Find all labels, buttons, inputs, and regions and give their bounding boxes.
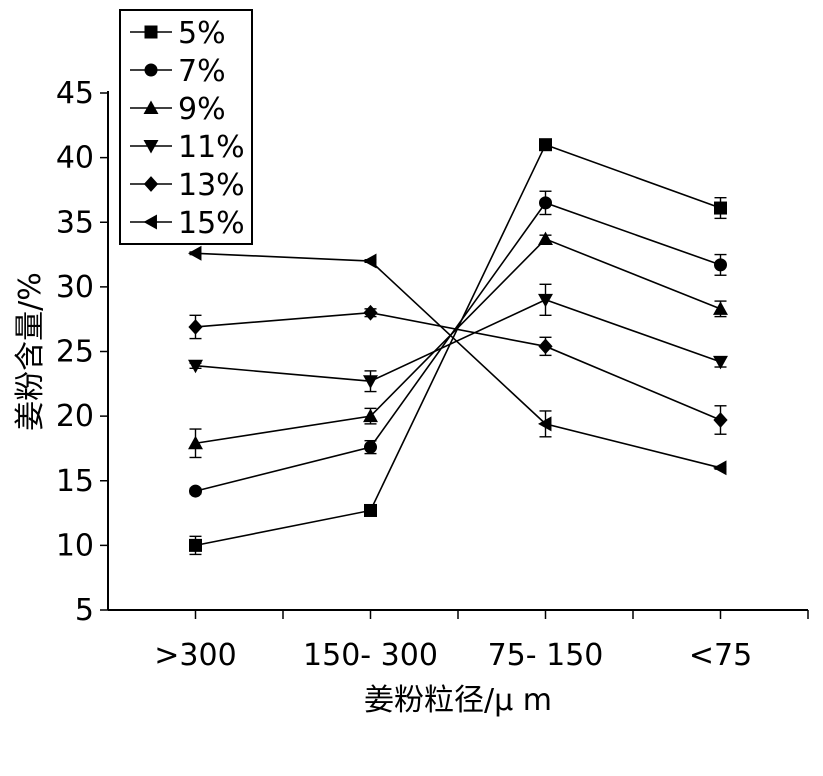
series-line xyxy=(195,201,721,492)
data-point xyxy=(364,503,377,517)
x-tick-label: <75 xyxy=(689,638,752,673)
data-point xyxy=(363,253,377,269)
series-line xyxy=(195,143,721,547)
legend-marker xyxy=(143,214,157,230)
data-point xyxy=(363,375,378,389)
x-tick-label: 150- 300 xyxy=(303,638,438,673)
data-point xyxy=(189,538,202,552)
x-ticks: >300 150- 300 75- 150 <75 xyxy=(154,610,809,673)
y-axis-label: 姜粉含量/% xyxy=(13,272,48,431)
legend-item: 7% xyxy=(130,54,226,89)
y-tick-label: 20 xyxy=(56,399,94,434)
legend-marker xyxy=(144,63,158,77)
data-point xyxy=(538,416,552,432)
legend-marker xyxy=(143,176,159,192)
x-axis-label: 姜粉粒径/μ m xyxy=(364,683,552,718)
series-9% xyxy=(188,231,728,459)
legend-marker xyxy=(143,100,159,114)
data-point xyxy=(539,196,552,210)
series-15% xyxy=(188,245,727,476)
series-line xyxy=(195,298,721,383)
series-13% xyxy=(188,304,728,435)
y-tick-label: 45 xyxy=(56,76,94,111)
legend-item: 11% xyxy=(130,130,245,165)
series-7% xyxy=(189,190,727,498)
y-tick-label: 15 xyxy=(56,464,94,499)
data-point xyxy=(363,304,378,321)
x-tick-label: >300 xyxy=(154,638,236,673)
data-point xyxy=(188,435,203,450)
series-line xyxy=(195,238,721,445)
data-point xyxy=(538,293,553,308)
series-group xyxy=(188,138,728,556)
data-point xyxy=(713,460,727,476)
legend-item: 5% xyxy=(130,16,226,51)
data-point xyxy=(188,319,203,335)
legend-item: 9% xyxy=(130,92,226,127)
data-point xyxy=(538,338,553,355)
series-5% xyxy=(189,138,727,556)
data-point xyxy=(363,408,378,423)
x-tick-label: 75- 150 xyxy=(488,638,604,673)
y-tick-label: 25 xyxy=(56,335,94,370)
series-11% xyxy=(188,283,728,393)
legend-marker xyxy=(144,25,158,39)
data-point xyxy=(713,355,728,370)
legend-label: 9% xyxy=(178,92,226,127)
series-line xyxy=(195,252,721,469)
y-tick-label: 40 xyxy=(56,141,94,176)
series-line xyxy=(195,311,721,421)
legend-item: 15% xyxy=(130,206,245,241)
data-point xyxy=(714,258,727,272)
data-point xyxy=(538,231,553,246)
data-point xyxy=(539,138,552,152)
y-tick-label: 10 xyxy=(56,528,94,563)
legend-marker xyxy=(143,140,159,154)
legend-label: 5% xyxy=(178,16,226,51)
legend-label: 13% xyxy=(178,168,245,203)
data-point xyxy=(714,201,727,215)
legend-label: 11% xyxy=(178,130,245,165)
legend-label: 15% xyxy=(178,206,245,241)
data-point xyxy=(364,440,377,454)
y-ticks: 5 10 15 20 25 30 35 40 45 xyxy=(56,76,108,628)
data-point xyxy=(188,359,203,374)
legend-frame xyxy=(119,9,253,245)
data-point xyxy=(713,412,728,428)
data-point xyxy=(713,301,728,315)
legend: 5%7%9%11%13%15% xyxy=(119,9,253,245)
y-tick-label: 35 xyxy=(56,205,94,240)
legend-label: 7% xyxy=(178,54,226,89)
data-point xyxy=(188,245,202,261)
y-tick-label: 30 xyxy=(56,270,94,305)
legend-item: 13% xyxy=(130,168,245,203)
data-point xyxy=(189,484,202,498)
y-tick-label: 5 xyxy=(75,593,94,628)
